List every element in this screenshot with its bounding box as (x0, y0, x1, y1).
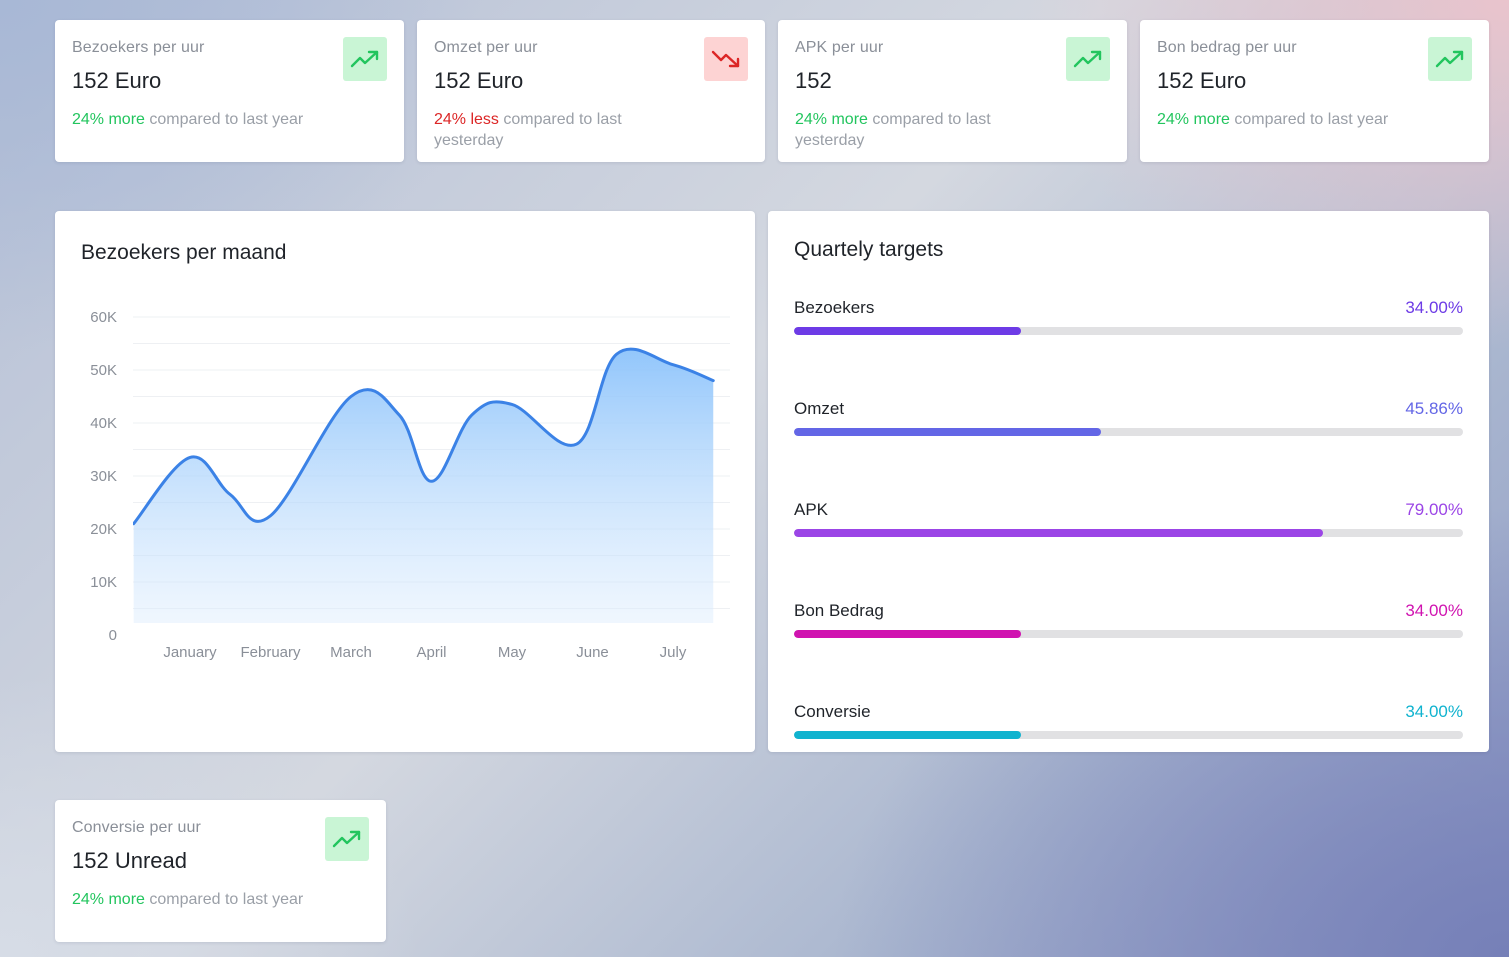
x-tick-label: May (498, 644, 527, 661)
delta-suffix: compared to last year (1234, 111, 1389, 128)
visitors-chart-card: Bezoekers per maand 0 10K 20K 30K 40K 50K 60K … (55, 211, 755, 752)
delta-value: 24% more (72, 891, 145, 908)
delta-suffix: compared to last year (149, 111, 304, 128)
quarterly-targets-card: Quartely targets Bezoekers 34.00% Omzet … (768, 211, 1489, 752)
stat-card-omzet: Omzet per uur 152 Euro 24% less compared… (417, 20, 765, 162)
stat-delta: 24% more compared to last year (1157, 109, 1407, 130)
x-tick-label: July (660, 644, 687, 661)
x-tick-label: January (163, 644, 217, 661)
target-progress-track (794, 731, 1463, 739)
chart-title: Bezoekers per maand (81, 241, 287, 264)
stat-label: APK per uur (795, 39, 884, 56)
trend-badge (1428, 37, 1472, 81)
targets-title: Quartely targets (794, 238, 944, 261)
y-tick-label: 50K (90, 362, 117, 379)
trending-up-icon (1435, 50, 1464, 68)
stat-value: 152 (795, 68, 832, 93)
target-progress-fill (794, 428, 1101, 436)
delta-value: 24% more (72, 111, 145, 128)
trend-badge (1066, 37, 1110, 81)
target-progress-track (794, 428, 1463, 436)
delta-suffix: compared to last yesterday (434, 111, 622, 149)
target-progress-track (794, 630, 1463, 638)
area-fill (133, 349, 714, 623)
trending-down-icon (711, 50, 740, 68)
stat-card-bon-bedrag: Bon bedrag per uur 152 Euro 24% more com… (1140, 20, 1489, 162)
trending-up-icon (1073, 50, 1102, 68)
target-progress-fill (794, 630, 1022, 638)
y-tick-label: 60K (90, 309, 117, 326)
x-tick-label: June (576, 644, 609, 661)
stat-card-conversie: Conversie per uur 152 Unread 24% more co… (55, 800, 386, 942)
delta-value: 24% more (795, 111, 868, 128)
target-progress-track (794, 327, 1463, 335)
stat-label: Bezoekers per uur (72, 39, 205, 56)
stat-value: 152 Euro (72, 68, 162, 93)
x-tick-label: February (240, 644, 301, 661)
target-percent: 34.00% (1405, 298, 1463, 317)
stat-value: 152 Unread (72, 848, 187, 873)
trend-badge (704, 37, 748, 81)
stat-delta: 24% more compared to last year (72, 889, 322, 910)
target-name: Omzet (794, 399, 845, 418)
stat-label: Bon bedrag per uur (1157, 39, 1297, 56)
target-row-conversie: Conversie 34.00% (794, 701, 1463, 739)
stat-value: 152 Euro (1157, 68, 1247, 93)
series-line (133, 347, 715, 526)
x-tick-label: April (416, 644, 446, 661)
target-progress-fill (794, 731, 1022, 739)
target-percent: 34.00% (1405, 702, 1463, 721)
stat-label: Omzet per uur (434, 39, 538, 56)
delta-suffix: compared to last year (149, 891, 304, 908)
target-row-bon-bedrag: Bon Bedrag 34.00% (794, 600, 1463, 638)
target-progress-track (794, 529, 1463, 537)
target-row-omzet: Omzet 45.86% (794, 398, 1463, 436)
stat-delta: 24% more compared to last year (72, 109, 322, 130)
delta-value: 24% more (1157, 111, 1230, 128)
target-progress-fill (794, 529, 1323, 537)
y-tick-label: 20K (90, 521, 117, 538)
target-name: APK (794, 500, 829, 519)
delta-value: 24% less (434, 111, 499, 128)
target-name: Bon Bedrag (794, 601, 884, 620)
target-percent: 34.00% (1405, 601, 1463, 620)
y-tick-label: 40K (90, 415, 117, 432)
trending-up-icon (332, 830, 361, 848)
trending-up-icon (350, 50, 379, 68)
y-tick-label: 10K (90, 574, 117, 591)
targets-list: Bezoekers 34.00% Omzet 45.86% APK 79.00%… (794, 297, 1463, 739)
y-tick-label: 0 (109, 627, 117, 644)
target-name: Conversie (794, 702, 871, 721)
target-progress-fill (794, 327, 1022, 335)
target-percent: 45.86% (1405, 399, 1463, 418)
stat-delta: 24% less compared to last yesterday (434, 109, 684, 151)
stat-value: 152 Euro (434, 68, 524, 93)
trend-badge (325, 817, 369, 861)
target-percent: 79.00% (1405, 500, 1463, 519)
stat-card-bezoekers: Bezoekers per uur 152 Euro 24% more comp… (55, 20, 404, 162)
trend-badge (343, 37, 387, 81)
x-tick-label: March (330, 644, 372, 661)
y-tick-label: 30K (90, 468, 117, 485)
delta-suffix: compared to last yesterday (795, 111, 991, 149)
target-name: Bezoekers (794, 298, 875, 317)
target-row-bezoekers: Bezoekers 34.00% (794, 297, 1463, 335)
stat-label: Conversie per uur (72, 819, 201, 836)
stat-card-apk: APK per uur 152 24% more compared to las… (778, 20, 1127, 162)
stat-delta: 24% more compared to last yesterday (795, 109, 1045, 151)
target-row-apk: APK 79.00% (794, 499, 1463, 537)
visitors-area-chart: 0 10K 20K 30K 40K 50K 60K January February March… (90, 309, 730, 661)
